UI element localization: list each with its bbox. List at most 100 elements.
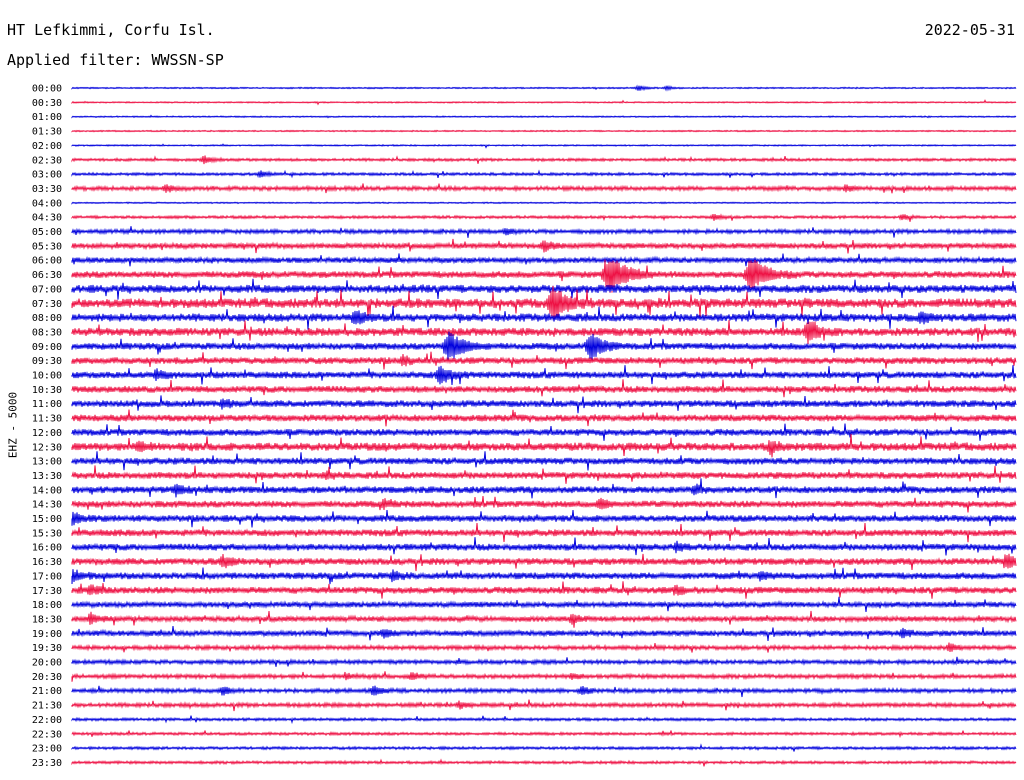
- time-label-2200: 22:00: [32, 715, 62, 726]
- trace-0800: [71, 305, 1017, 330]
- trace-0130: [71, 129, 1017, 133]
- time-label-0030: 00:30: [32, 98, 62, 109]
- time-label-1030: 10:30: [32, 385, 62, 396]
- trace-0030: [71, 99, 1017, 106]
- time-label-1830: 18:30: [32, 614, 62, 625]
- time-label-0130: 01:30: [32, 127, 62, 138]
- trace-1730: [71, 581, 1017, 599]
- trace-1100: [71, 395, 1017, 414]
- time-label-2330: 23:30: [32, 758, 62, 769]
- time-label-1300: 13:00: [32, 457, 62, 468]
- trace-0230: [71, 155, 1017, 165]
- time-label-2230: 22:30: [32, 729, 62, 740]
- time-label-1930: 19:30: [32, 643, 62, 654]
- trace-2100: [71, 685, 1017, 698]
- time-label-1730: 17:30: [32, 586, 62, 597]
- trace-0430: [71, 213, 1017, 222]
- time-label-0900: 09:00: [32, 342, 62, 353]
- trace-2030: [71, 671, 1017, 682]
- time-label-2030: 20:30: [32, 672, 62, 683]
- trace-1300: [71, 451, 1017, 471]
- time-label-0400: 04:00: [32, 198, 62, 209]
- time-label-2130: 21:30: [32, 701, 62, 712]
- time-label-1000: 10:00: [32, 371, 62, 382]
- trace-2000: [71, 656, 1017, 667]
- trace-0500: [71, 226, 1017, 238]
- trace-0300: [71, 169, 1017, 179]
- trace-0930: [71, 351, 1017, 370]
- time-label-0000: 00:00: [32, 84, 62, 95]
- trace-2130: [71, 699, 1017, 712]
- trace-1200: [71, 423, 1017, 441]
- time-label-0700: 07:00: [32, 284, 62, 295]
- time-label-1700: 17:00: [32, 571, 62, 582]
- time-label-1500: 15:00: [32, 514, 62, 525]
- trace-1430: [71, 496, 1017, 513]
- time-label-0630: 06:30: [32, 270, 62, 281]
- time-label-2100: 21:00: [32, 686, 62, 697]
- time-label-1100: 11:00: [32, 399, 62, 410]
- trace-1930: [71, 642, 1017, 653]
- trace-0530: [71, 238, 1017, 254]
- trace-0400: [71, 201, 1017, 205]
- trace-2300: [71, 743, 1017, 752]
- time-label-0830: 08:30: [32, 327, 62, 338]
- time-label-0230: 02:30: [32, 155, 62, 166]
- trace-2200: [71, 715, 1017, 725]
- time-label-1800: 18:00: [32, 600, 62, 611]
- time-label-1200: 12:00: [32, 428, 62, 439]
- time-label-0430: 04:30: [32, 213, 62, 224]
- time-label-0930: 09:30: [32, 356, 62, 367]
- trace-0700: [71, 278, 1017, 300]
- time-label-0530: 05:30: [32, 241, 62, 252]
- trace-0900: [71, 331, 1017, 361]
- trace-1800: [71, 596, 1017, 612]
- trace-1400: [71, 478, 1017, 499]
- time-label-1600: 16:00: [32, 543, 62, 554]
- time-label-0600: 06:00: [32, 256, 62, 267]
- trace-1630: [71, 553, 1017, 572]
- trace-1130: [71, 409, 1017, 427]
- record-date: 2022-05-31: [924, 21, 1015, 39]
- trace-0730: [71, 285, 1017, 322]
- trace-1600: [71, 537, 1017, 556]
- trace-1830: [71, 610, 1017, 628]
- trace-0830: [71, 320, 1017, 345]
- time-label-0100: 01:00: [32, 112, 62, 123]
- time-label-0500: 05:00: [32, 227, 62, 238]
- time-label-2000: 20:00: [32, 658, 62, 669]
- trace-0600: [71, 253, 1017, 267]
- trace-1530: [71, 522, 1017, 543]
- time-label-1630: 16:30: [32, 557, 62, 568]
- time-label-1130: 11:30: [32, 414, 62, 425]
- time-label-1900: 19:00: [32, 629, 62, 640]
- time-label-0330: 03:30: [32, 184, 62, 195]
- trace-0100: [71, 114, 1017, 119]
- trace-1000: [71, 365, 1017, 386]
- trace-2330: [71, 758, 1017, 767]
- time-label-0730: 07:30: [32, 299, 62, 310]
- trace-2230: [71, 730, 1017, 739]
- filter-label: Applied filter: WWSSN-SP: [7, 51, 224, 69]
- station-title: HT Lefkimmi, Corfu Isl.: [7, 21, 215, 39]
- trace-1900: [71, 626, 1017, 641]
- time-label-1530: 15:30: [32, 528, 62, 539]
- time-label-0200: 02:00: [32, 141, 62, 152]
- time-label-1400: 14:00: [32, 485, 62, 496]
- trace-0630: [71, 259, 1017, 293]
- time-label-2300: 23:00: [32, 744, 62, 755]
- trace-0330: [71, 183, 1017, 194]
- trace-1500: [71, 510, 1017, 528]
- trace-1230: [71, 433, 1017, 458]
- time-label-1230: 12:30: [32, 442, 62, 453]
- time-label-1430: 14:30: [32, 500, 62, 511]
- trace-1030: [71, 379, 1017, 398]
- trace-0200: [71, 143, 1017, 149]
- time-label-0800: 08:00: [32, 313, 62, 324]
- trace-0000: [71, 84, 1017, 92]
- time-label-1330: 13:30: [32, 471, 62, 482]
- trace-1330: [71, 465, 1017, 484]
- time-label-0300: 03:00: [32, 170, 62, 181]
